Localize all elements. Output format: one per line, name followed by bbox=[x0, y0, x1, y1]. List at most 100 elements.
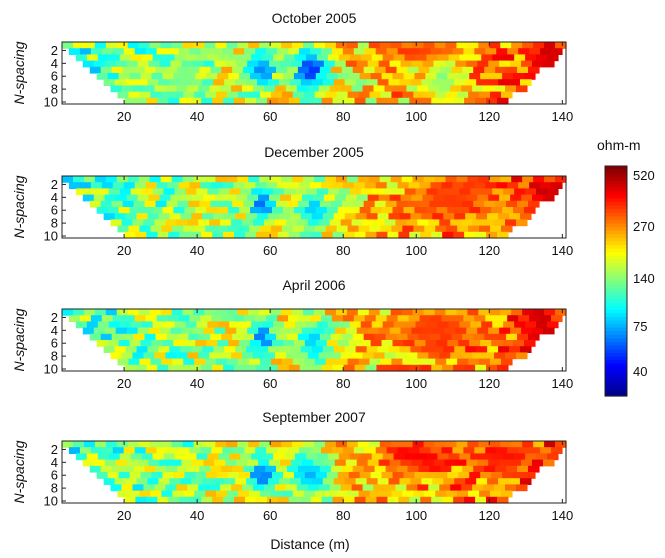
heatmap-cell bbox=[443, 478, 455, 485]
heatmap-cell bbox=[331, 48, 344, 55]
heatmap-cell bbox=[444, 459, 456, 467]
heatmap-cell bbox=[170, 60, 183, 68]
heatmap-cell bbox=[547, 188, 559, 196]
heatmap-cell bbox=[451, 66, 463, 74]
heatmap-cell bbox=[505, 219, 517, 227]
heatmap-cell bbox=[467, 441, 479, 448]
heatmap-cell bbox=[146, 364, 158, 372]
heatmap-cell bbox=[505, 484, 517, 492]
heatmap-cell bbox=[502, 340, 514, 347]
heatmap-cell bbox=[206, 73, 218, 80]
heatmap-cell bbox=[149, 176, 162, 183]
heatmap-cell bbox=[182, 309, 195, 316]
heatmap-cell bbox=[346, 309, 359, 316]
heatmap-cell bbox=[101, 315, 114, 322]
heatmap-cell bbox=[417, 85, 429, 93]
heatmap-cell bbox=[515, 219, 528, 227]
heatmap-cell bbox=[237, 441, 249, 448]
heatmap-cell bbox=[227, 490, 239, 498]
heatmap-cell bbox=[393, 453, 406, 461]
heatmap-cell bbox=[408, 447, 421, 454]
heatmap-cell bbox=[458, 73, 470, 80]
heatmap-cell bbox=[239, 73, 251, 80]
colorbar-cell bbox=[605, 252, 627, 257]
heatmap-cell bbox=[392, 207, 405, 214]
heatmap-cell bbox=[352, 200, 365, 208]
heatmap-cell bbox=[466, 194, 478, 202]
heatmap-cell bbox=[220, 484, 232, 492]
heatmap-cell bbox=[201, 97, 213, 105]
heatmap-cell bbox=[473, 333, 485, 341]
heatmap-cell bbox=[176, 85, 188, 93]
heatmap-cell bbox=[62, 441, 74, 448]
heatmap-cell bbox=[463, 447, 475, 454]
heatmap-cell bbox=[408, 315, 421, 322]
heatmap-cell bbox=[369, 490, 382, 498]
heatmap-cell bbox=[225, 459, 237, 467]
heatmap-cell bbox=[453, 364, 465, 372]
heatmap-cell bbox=[284, 54, 296, 62]
x-tick-label: 40 bbox=[190, 376, 204, 391]
heatmap-cell bbox=[116, 42, 129, 49]
heatmap-cell bbox=[223, 231, 235, 239]
heatmap-cell bbox=[357, 176, 370, 183]
heatmap-cell bbox=[488, 60, 500, 68]
heatmap-cell bbox=[191, 346, 203, 353]
heatmap-cell bbox=[385, 66, 398, 74]
heatmap-cell bbox=[244, 182, 256, 189]
heatmap-cell bbox=[401, 309, 414, 316]
heatmap-cell bbox=[297, 66, 310, 74]
heatmap-cell bbox=[267, 213, 280, 220]
heatmap-cell bbox=[136, 478, 149, 485]
heatmap-cell bbox=[207, 188, 219, 196]
heatmap-cell bbox=[380, 91, 393, 99]
x-tick-label: 60 bbox=[263, 109, 277, 124]
heatmap-cell bbox=[318, 219, 331, 227]
heatmap-cell bbox=[288, 496, 301, 504]
heatmap-cell bbox=[232, 66, 244, 74]
heatmap-cell bbox=[415, 54, 428, 62]
heatmap-cell bbox=[485, 315, 497, 322]
heatmap-cell bbox=[316, 188, 329, 196]
heatmap-cell bbox=[348, 73, 361, 80]
heatmap-cell bbox=[375, 182, 388, 189]
heatmap-cell bbox=[510, 60, 522, 68]
heatmap-cell bbox=[156, 447, 169, 454]
heatmap-cell bbox=[269, 60, 281, 68]
heatmap-cell bbox=[277, 364, 290, 372]
heatmap-cell bbox=[261, 472, 273, 479]
heatmap-cell bbox=[400, 194, 413, 202]
heatmap-cell bbox=[469, 73, 481, 80]
heatmap-cell bbox=[169, 79, 181, 86]
colorbar-cell bbox=[605, 342, 627, 347]
heatmap-cell bbox=[433, 60, 445, 68]
heatmap-cell bbox=[323, 327, 336, 335]
heatmap-cell bbox=[410, 213, 422, 220]
heatmap-cell bbox=[327, 188, 340, 196]
heatmap-cell bbox=[515, 352, 528, 360]
heatmap-cell bbox=[327, 321, 340, 329]
heatmap-cell bbox=[62, 309, 74, 316]
heatmap-cell bbox=[147, 213, 160, 220]
heatmap-cell bbox=[396, 333, 409, 341]
heatmap-cell bbox=[424, 358, 436, 366]
heatmap-cell bbox=[202, 79, 214, 86]
heatmap-cell bbox=[213, 346, 225, 353]
heatmap-cell bbox=[288, 364, 301, 372]
heatmap-cell bbox=[297, 465, 310, 473]
heatmap-cell bbox=[296, 484, 309, 492]
heatmap-cell bbox=[547, 321, 559, 329]
heatmap-cell bbox=[443, 79, 455, 86]
heatmap-cell bbox=[542, 60, 555, 68]
heatmap-cells bbox=[62, 176, 567, 239]
heatmap-cell bbox=[455, 194, 467, 202]
heatmap-cell bbox=[324, 309, 337, 316]
heatmap-cell bbox=[327, 54, 340, 62]
heatmap-cell bbox=[121, 85, 134, 93]
heatmap-cell bbox=[216, 490, 228, 498]
heatmap-cell bbox=[529, 447, 541, 454]
heatmap-cell bbox=[243, 66, 255, 74]
heatmap-cell bbox=[375, 447, 388, 454]
heatmap-cell bbox=[199, 66, 211, 74]
